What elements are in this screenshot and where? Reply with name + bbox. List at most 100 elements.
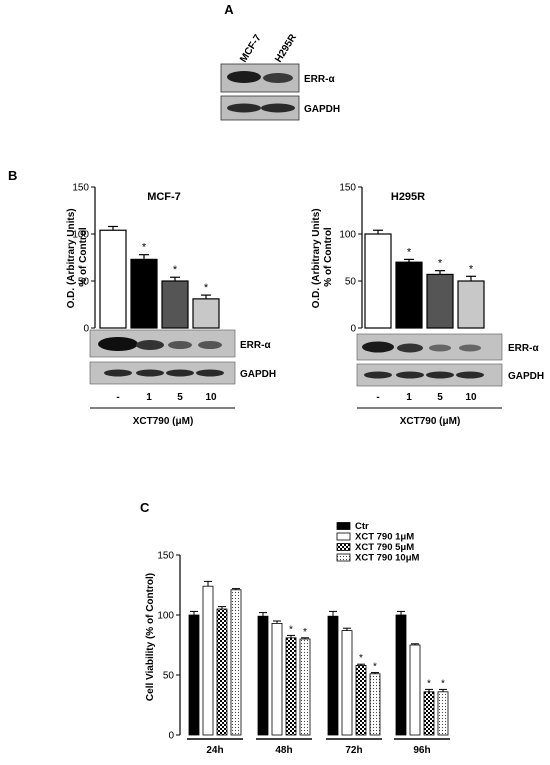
bar	[364, 233, 392, 329]
significance-star: *	[441, 678, 445, 689]
blot-a-band-label: GAPDH	[304, 104, 340, 115]
chart-title: H295R	[391, 191, 425, 203]
significance-star: *	[359, 653, 363, 664]
legend-swatch	[336, 532, 351, 541]
bar	[216, 608, 228, 736]
chart-viability: Cell Viability (% of Control) 0 50 100 150 2…	[145, 521, 450, 756]
bar	[409, 644, 421, 736]
significance-star: *	[427, 678, 431, 689]
blot-b-band	[98, 337, 138, 351]
blot-b-band	[397, 343, 423, 353]
y-tick-label: 100	[72, 230, 89, 241]
significance-star: *	[438, 258, 443, 270]
bar	[271, 623, 283, 736]
y-tick-label: 150	[157, 551, 174, 562]
blot-a-band	[227, 71, 261, 83]
legend-swatch	[336, 543, 351, 551]
chart-title: MCF-7	[147, 191, 181, 203]
significance-star: *	[142, 242, 147, 254]
bar	[257, 615, 269, 736]
blot-b-band-label: ERR-α	[240, 340, 271, 351]
blot-b-band	[196, 369, 224, 377]
significance-star: *	[289, 624, 293, 635]
bar	[192, 298, 220, 329]
y-tick-label: 150	[72, 183, 89, 194]
y-axis-label-line: O.D. (Arbitrary Units)	[66, 208, 77, 308]
significance-star: *	[407, 246, 412, 258]
y-axis-label-line: O.D. (Arbitrary Units)	[311, 208, 322, 308]
bar	[202, 585, 214, 736]
blot-b-band	[198, 341, 222, 349]
bar	[355, 665, 367, 736]
significance-star: *	[469, 263, 474, 275]
bar	[285, 637, 297, 736]
blot-b-band-label: GAPDH	[240, 369, 276, 380]
x-axis-label: XCT790 (μM)	[133, 416, 194, 427]
blot-b-band	[396, 371, 424, 379]
y-tick-label: 0	[83, 324, 89, 335]
blot-b-band	[104, 369, 132, 377]
blot-b-band	[168, 341, 192, 349]
panel-label-b: B	[8, 168, 17, 183]
blot-b-band	[426, 371, 454, 379]
blot-b-band	[429, 344, 451, 352]
blot-a-lane-label: H295R	[273, 32, 299, 65]
y-axis-label: O.D. (Arbitrary Units) % of Control	[311, 206, 334, 309]
bar	[230, 589, 242, 736]
y-tick-label: 50	[345, 277, 357, 288]
blot-a: MCF-7 H295R ERR-α GAPDH	[220, 32, 340, 121]
blot-b-right: ERR-α GAPDH - 1 5 10 XCT790 (μM)	[356, 333, 544, 427]
blot-b-left: ERR-α GAPDH - 1 5 10 XCT790 (μM)	[89, 329, 276, 427]
y-axis-label-line: % of Control	[323, 227, 334, 287]
bar	[395, 614, 407, 736]
category-label: 96h	[413, 745, 430, 756]
significance-star: *	[204, 282, 209, 294]
legend-label: XCT 790 1μM	[355, 532, 414, 543]
chart-h295r: H295R O.D. (Arbitrary Units) % of Contro…	[311, 183, 485, 335]
y-axis-label-line: % of Control	[78, 227, 89, 287]
significance-star: *	[373, 662, 377, 673]
y-tick-label: 100	[157, 611, 174, 622]
blot-b-band-label: GAPDH	[508, 371, 544, 382]
y-tick-label: 0	[350, 324, 356, 335]
significance-star: *	[173, 264, 178, 276]
legend-swatch	[336, 522, 351, 530]
panel-label-a: A	[224, 2, 234, 17]
lane-label: 10	[205, 392, 217, 403]
y-tick-label: 150	[339, 183, 356, 194]
category-label: 24h	[206, 745, 223, 756]
lane-label: 5	[177, 392, 183, 403]
blot-a-band	[227, 103, 261, 113]
category-label: 72h	[345, 745, 362, 756]
lane-label: -	[376, 392, 379, 403]
lane-label: 1	[406, 392, 412, 403]
blot-a-band	[261, 103, 295, 113]
y-tick-label: 50	[163, 671, 175, 682]
legend-swatch	[336, 553, 351, 562]
bar	[99, 229, 127, 329]
bar	[130, 258, 158, 329]
blot-b-band	[136, 340, 164, 350]
blot-b-band	[362, 341, 394, 353]
y-tick-label: 0	[168, 731, 174, 742]
y-tick-label: 100	[339, 230, 356, 241]
blot-b-band-label: ERR-α	[508, 343, 539, 354]
lane-label-row: - 1 5 10	[376, 392, 477, 403]
legend-label: XCT 790 10μM	[355, 553, 420, 564]
bar	[423, 691, 435, 736]
bar	[395, 261, 423, 329]
lane-label: -	[116, 392, 119, 403]
bar	[188, 614, 200, 736]
blot-b-band	[166, 369, 194, 377]
y-axis-label: O.D. (Arbitrary Units) % of Control	[66, 206, 89, 309]
lane-label-row: - 1 5 10	[116, 392, 217, 403]
blot-a-band-label: ERR-α	[304, 74, 335, 85]
lane-label: 1	[146, 392, 152, 403]
bar	[327, 615, 339, 736]
panel-label-c: C	[140, 500, 150, 515]
blot-b-band	[456, 371, 484, 379]
significance-star: *	[303, 627, 307, 638]
y-axis-label: Cell Viability (% of Control)	[145, 573, 156, 701]
blot-b-band	[136, 369, 164, 377]
